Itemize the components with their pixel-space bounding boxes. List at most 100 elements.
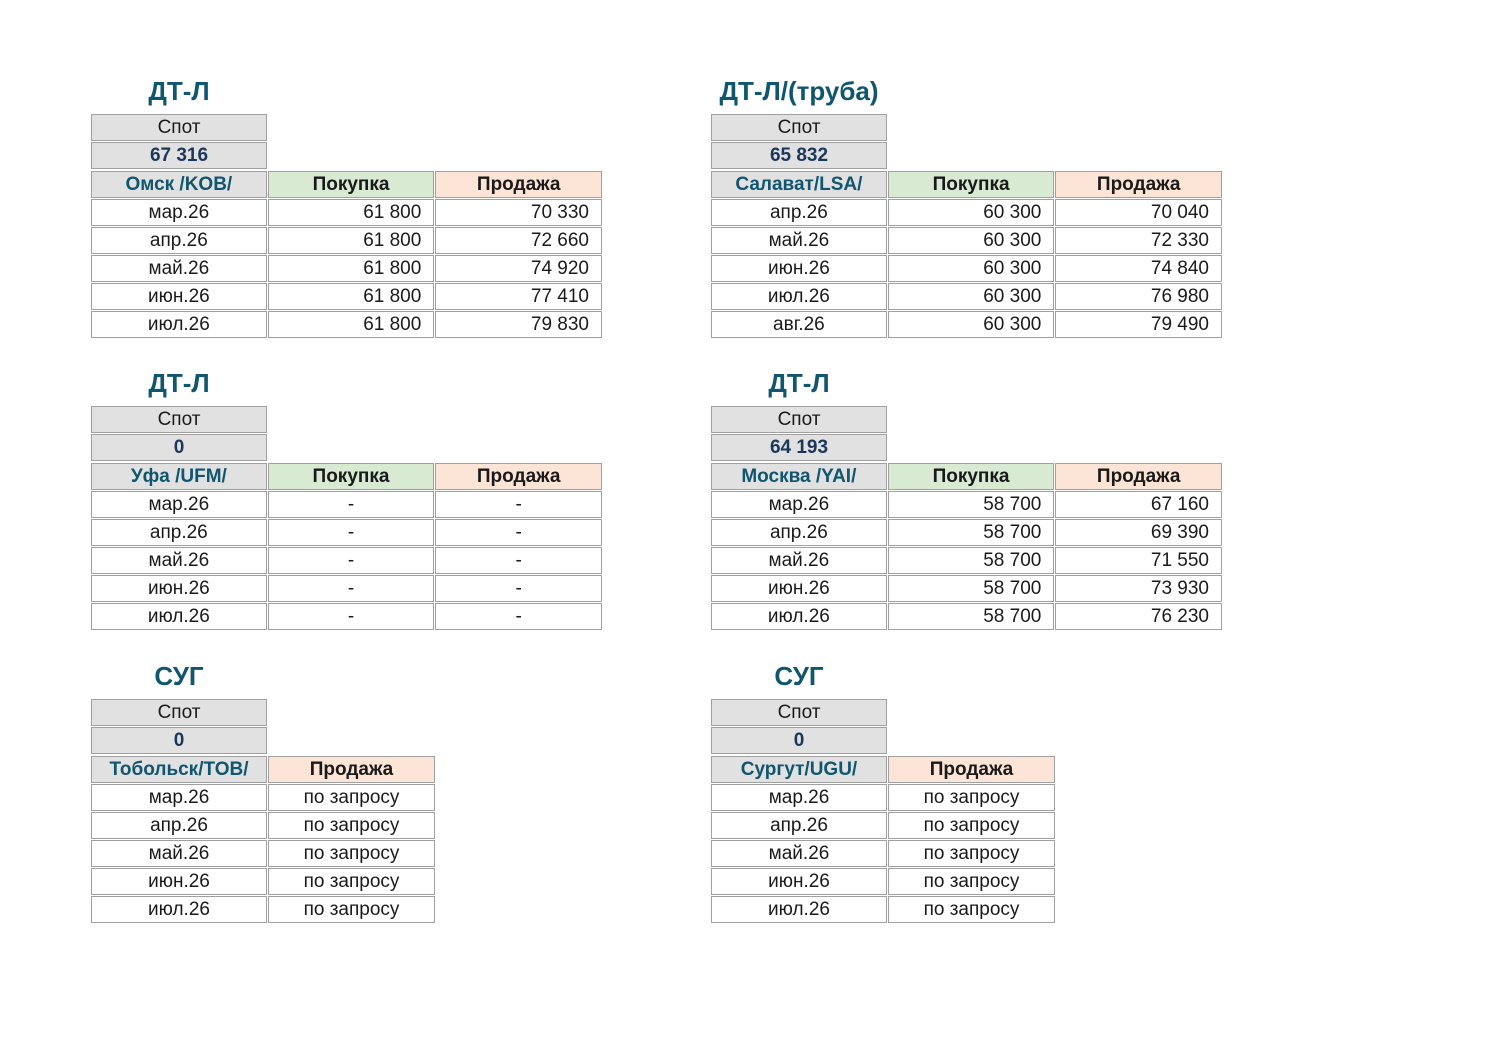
- buy-cell: 60 300: [887, 311, 1055, 338]
- sell-header-cell: Продажа: [1055, 171, 1222, 198]
- spot-value-row: 64 193: [711, 434, 887, 461]
- spot-label-row: Спот: [711, 406, 887, 433]
- prices-table: Тобольск/TOB/ Продажа мар.26 по запросу ап…: [90, 755, 436, 924]
- sell-cell: 74 920: [435, 255, 602, 282]
- table-row: мар.26 по запросу: [91, 784, 435, 811]
- month-cell: мар.26: [711, 784, 887, 811]
- spot-value-cell: 0: [91, 434, 267, 461]
- prices-table: Сургут/UGU/ Продажа мар.26 по запросу апр.…: [710, 755, 1056, 924]
- buy-cell: 61 800: [267, 199, 435, 226]
- sell-header-cell: Продажа: [888, 756, 1055, 783]
- sell-cell: 74 840: [1055, 255, 1222, 282]
- buy-cell: 60 300: [887, 255, 1055, 282]
- month-cell: июл.26: [91, 896, 267, 923]
- sell-cell: -: [435, 491, 602, 518]
- sell-cell: 67 160: [1055, 491, 1222, 518]
- sell-cell: -: [435, 547, 602, 574]
- header-row: Омск /KOB/ Покупка Продажа: [91, 171, 602, 198]
- table-body: мар.26 61 800 70 330 апр.26 61 800 72 660 май.…: [91, 199, 602, 338]
- month-cell: июл.26: [91, 311, 267, 338]
- sell-cell: 71 550: [1055, 547, 1222, 574]
- table-row: июн.26 61 800 77 410: [91, 283, 602, 310]
- table-row: май.26 61 800 74 920: [91, 255, 602, 282]
- sell-cell: по запросу: [268, 784, 435, 811]
- table-row: май.26 по запросу: [711, 840, 1055, 867]
- month-cell: май.26: [91, 255, 267, 282]
- month-cell: апр.26: [711, 812, 887, 839]
- buy-cell: 58 700: [887, 603, 1055, 630]
- spot-table: Спот 64 193: [710, 405, 888, 462]
- table-row: май.26- -: [91, 547, 602, 574]
- sell-cell: 76 980: [1055, 283, 1222, 310]
- header-row: Салават/LSA/ Покупка Продажа: [711, 171, 1222, 198]
- buy-header-cell: Покупка: [267, 171, 435, 198]
- table-row: июн.26- -: [91, 575, 602, 602]
- sell-cell: -: [435, 575, 602, 602]
- buy-cell: 60 300: [887, 283, 1055, 310]
- table-row: мар.26 58 700 67 160: [711, 491, 1222, 518]
- buy-cell: -: [267, 603, 435, 630]
- table-row: июл.26 61 800 79 830: [91, 311, 602, 338]
- spot-label-row: Спот: [711, 699, 887, 726]
- spot-label-row: Спот: [711, 114, 887, 141]
- buy-cell: 58 700: [887, 575, 1055, 602]
- header-row: Сургут/UGU/ Продажа: [711, 756, 1055, 783]
- spot-value-cell: 64 193: [711, 434, 887, 461]
- spot-label-cell: Спот: [711, 699, 887, 726]
- month-cell: апр.26: [711, 519, 887, 546]
- table-row: июн.26 58 700 73 930: [711, 575, 1222, 602]
- spot-label-cell: Спот: [91, 114, 267, 141]
- table-row: июн.26 60 300 74 840: [711, 255, 1222, 282]
- spot-label-cell: Спот: [91, 406, 267, 433]
- month-cell: май.26: [711, 547, 887, 574]
- sell-cell: по запросу: [888, 896, 1055, 923]
- spot-value-row: 65 832: [711, 142, 887, 169]
- table-title: ДТ-Л: [768, 368, 830, 398]
- table-row: мар.26- -: [91, 491, 602, 518]
- table-row: апр.26 58 700 69 390: [711, 519, 1222, 546]
- spot-value-row: 0: [91, 434, 267, 461]
- month-cell: июн.26: [711, 255, 887, 282]
- location-header-cell: Уфа /UFM/: [91, 463, 267, 490]
- spot-value-row: 0: [91, 727, 267, 754]
- prices-table: Салават/LSA/ Покупка Продажа апр.26 60 30…: [710, 170, 1223, 339]
- table-title: ДТ-Л/(труба): [719, 76, 879, 106]
- sell-cell: по запросу: [888, 784, 1055, 811]
- table-row: авг.26 60 300 79 490: [711, 311, 1222, 338]
- buy-cell: 60 300: [887, 227, 1055, 254]
- sell-header-cell: Продажа: [1055, 463, 1222, 490]
- sell-cell: 70 330: [435, 199, 602, 226]
- sell-cell: 76 230: [1055, 603, 1222, 630]
- spot-table: Спот 65 832: [710, 113, 888, 170]
- price-table-block-dtl-truba-salavat: ДТ-Л/(труба) Спот 65 832 Салават/LSA/ По…: [710, 76, 1223, 339]
- table-row: май.26 58 700 71 550: [711, 547, 1222, 574]
- sell-cell: 73 930: [1055, 575, 1222, 602]
- month-cell: мар.26: [91, 491, 267, 518]
- table-row: июл.26 по запросу: [91, 896, 435, 923]
- location-header-cell: Салават/LSA/: [711, 171, 887, 198]
- spot-table: Спот 67 316: [90, 113, 268, 170]
- spot-label-row: Спот: [91, 406, 267, 433]
- spot-value-cell: 0: [91, 727, 267, 754]
- month-cell: авг.26: [711, 311, 887, 338]
- month-cell: июн.26: [711, 868, 887, 895]
- buy-cell: -: [267, 575, 435, 602]
- prices-table: Уфа /UFM/ Покупка Продажа мар.26- - апр.26…: [90, 462, 603, 631]
- table-row: июл.26 60 300 76 980: [711, 283, 1222, 310]
- location-header-cell: Москва /YAI/: [711, 463, 887, 490]
- spot-table: Спот 0: [710, 698, 888, 755]
- sell-cell: по запросу: [888, 868, 1055, 895]
- location-header-cell: Сургут/UGU/: [711, 756, 887, 783]
- month-cell: май.26: [711, 840, 887, 867]
- sell-cell: 72 660: [435, 227, 602, 254]
- buy-cell: -: [267, 547, 435, 574]
- month-cell: июл.26: [711, 603, 887, 630]
- spot-label-row: Спот: [91, 699, 267, 726]
- table-row: мар.26 61 800 70 330: [91, 199, 602, 226]
- month-cell: май.26: [711, 227, 887, 254]
- table-row: июл.26- -: [91, 603, 602, 630]
- month-cell: мар.26: [711, 491, 887, 518]
- sell-header-cell: Продажа: [435, 171, 602, 198]
- month-cell: апр.26: [711, 199, 887, 226]
